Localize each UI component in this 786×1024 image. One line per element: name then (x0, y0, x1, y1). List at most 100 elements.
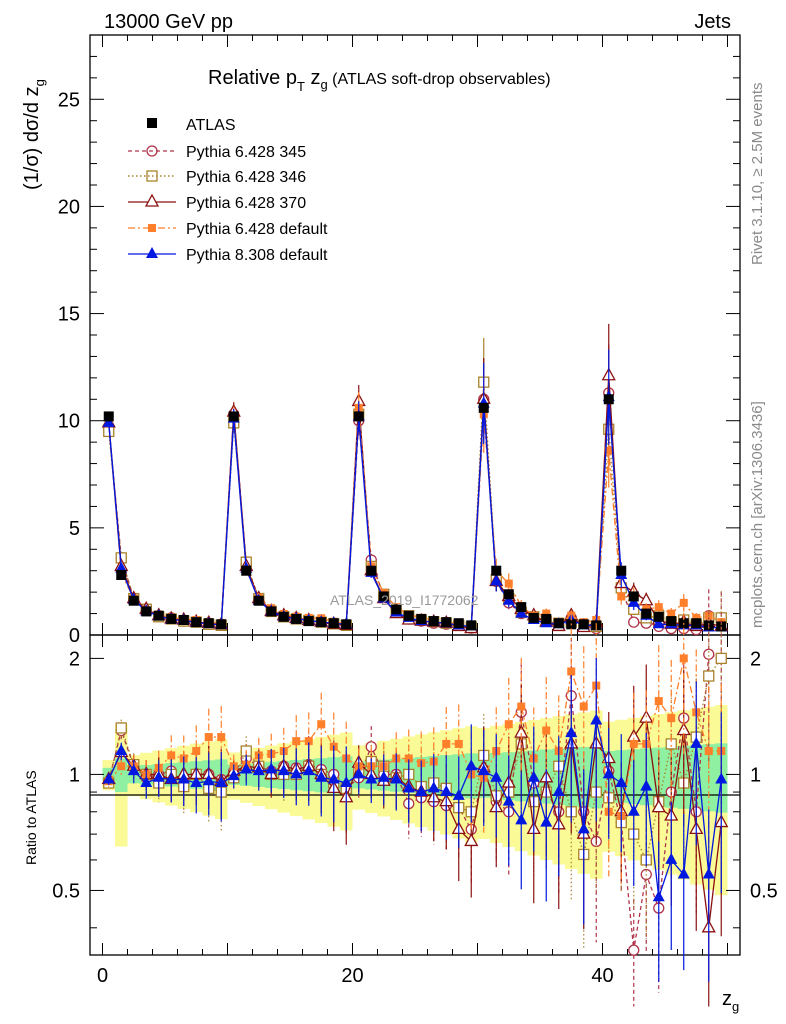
ratio-point-p8def (202, 774, 215, 786)
point-atlas (228, 411, 239, 422)
header-energy: 13000 GeV pp (104, 11, 233, 33)
point-p6def (654, 603, 663, 612)
point-p370 (639, 592, 654, 606)
point-atlas (516, 602, 527, 613)
x-tick-label: 20 (341, 965, 363, 987)
ratio-point-p8def (340, 776, 353, 788)
legend-label-p370: Pythia 6.428 370 (186, 195, 306, 212)
ratio-point-p8def (165, 772, 178, 784)
ratio-point-p8def (627, 804, 640, 816)
point-atlas (691, 618, 702, 629)
point-atlas (216, 619, 227, 630)
point-atlas (503, 589, 514, 600)
header-jets: Jets (694, 11, 731, 33)
ratio-point-p6def (117, 762, 126, 771)
legend-marker-p6def (148, 224, 156, 232)
ratio-point-p8def (402, 781, 415, 793)
ratio-point-p8def (152, 770, 165, 782)
ratio-point-p6def (404, 754, 413, 763)
ratio-point-p8def (665, 852, 678, 864)
ratio-tick-label-right: 1 (750, 764, 761, 786)
point-p8def (115, 561, 128, 573)
ratio-point-p6def (567, 667, 576, 676)
ratio-point-p6def (304, 737, 313, 746)
ratio-point-p8def (377, 770, 390, 782)
point-atlas (316, 617, 327, 628)
ratio-point-p8def (127, 764, 140, 776)
point-atlas (291, 613, 302, 624)
y-tick-label: 10 (58, 411, 80, 433)
point-atlas (391, 604, 402, 615)
ratio-point-p6def (629, 739, 638, 748)
ratio-tick-label: 1 (69, 764, 80, 786)
mcplots-reference-label: mcplots.cern.ch [arXiv:1306.3436] (749, 401, 766, 628)
ratio-point-p8def (227, 769, 240, 781)
point-atlas (478, 402, 489, 413)
point-atlas (653, 611, 664, 622)
point-atlas (191, 617, 202, 628)
point-p6def (667, 609, 676, 618)
point-p6def (604, 446, 613, 455)
ratio-point-p8def (502, 794, 515, 806)
ratio-point-p8def (540, 815, 553, 827)
ratio-point-p8def (565, 726, 578, 738)
ratio-point-p8def (390, 772, 403, 784)
point-atlas (353, 411, 364, 422)
point-atlas (128, 595, 139, 606)
ratio-point-p8def (452, 788, 465, 800)
series-line-p370 (108, 375, 722, 630)
ratio-point-p6def (442, 739, 451, 748)
ratio-point-p8def (352, 767, 365, 779)
point-p6def (617, 592, 626, 601)
point-atlas (428, 616, 439, 627)
ratio-point-p370 (464, 833, 479, 847)
ratio-point-p8def (427, 781, 440, 793)
point-p6def (692, 613, 701, 622)
ratio-point-p8def (577, 822, 590, 834)
ratio-point-p6def (517, 702, 526, 711)
ratio-tick-label: 2 (69, 648, 80, 670)
legend-marker-p370 (144, 193, 160, 207)
ratio-point-p8def (277, 764, 290, 776)
ratio-point-p346 (703, 670, 715, 682)
ratio-point-p8def (652, 890, 665, 902)
y-tick-label: 5 (69, 518, 80, 540)
point-atlas (416, 613, 427, 624)
y-axis-label: (1/σ) dσ/d zg (21, 79, 47, 190)
series-line-p6def (108, 407, 722, 628)
legend-label-p8def: Pythia 8.308 default (186, 247, 328, 264)
point-atlas (403, 610, 414, 621)
ratio-series-layer (101, 589, 729, 1007)
ratio-point-p8def (602, 767, 615, 779)
plot-title: Relative pT zg (ATLAS soft-drop observab… (208, 67, 551, 94)
legend-label-atlas: ATLAS (186, 117, 236, 134)
ratio-point-p8def (215, 776, 228, 788)
ratio-point-p8def (477, 764, 490, 776)
point-atlas (616, 565, 627, 576)
ratio-point-p8def (265, 762, 278, 774)
ratio-point-p8def (552, 785, 565, 797)
ratio-point-p8def (140, 776, 153, 788)
main-series-layer (101, 323, 729, 636)
ratio-point-p8def (465, 759, 478, 771)
ratio-point-p8def (415, 785, 428, 797)
ratio-point-p6def (454, 739, 463, 748)
point-p6def (504, 579, 513, 588)
ratio-point-p6def (217, 733, 226, 742)
point-atlas (553, 618, 564, 629)
point-atlas (453, 618, 464, 629)
ratio-point-p6def (654, 697, 663, 706)
ratio-tick-label-right: 2 (750, 648, 761, 670)
ratio-point-p345 (628, 944, 640, 956)
point-atlas (278, 611, 289, 622)
point-atlas (628, 591, 639, 602)
point-atlas (266, 606, 277, 617)
ratio-point-p345 (703, 648, 715, 660)
legend-marker-atlas (147, 118, 157, 128)
point-atlas (328, 618, 339, 629)
ratio-point-p8def (190, 776, 203, 788)
point-atlas (341, 619, 352, 630)
ratio-point-p8def (590, 713, 603, 725)
point-atlas (178, 615, 189, 625)
